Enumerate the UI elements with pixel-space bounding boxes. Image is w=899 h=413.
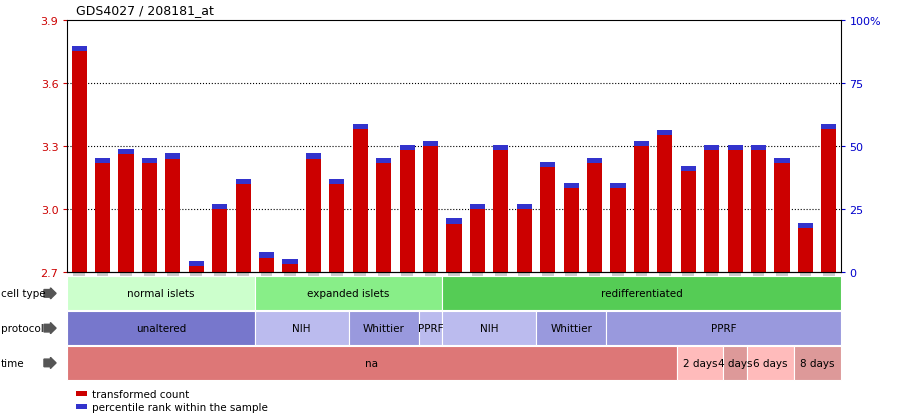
Bar [681,172,696,273]
Bar [704,145,719,151]
Bar [189,261,204,266]
Bar [306,159,321,273]
Bar [376,158,391,164]
Bar [494,145,509,151]
Bar [634,147,649,273]
Bar [517,210,532,273]
Bar [681,166,696,172]
Bar [610,183,626,189]
Bar [704,151,719,273]
Text: NIH: NIH [292,323,311,333]
Text: protocol: protocol [1,323,44,333]
Bar [610,189,626,273]
Bar [212,210,227,273]
Bar [727,151,743,273]
Bar [352,125,368,130]
Bar [423,147,438,273]
Bar [774,158,789,164]
FancyArrow shape [44,358,56,368]
Bar [282,259,298,264]
Bar [470,204,485,210]
Text: GDS4027 / 208181_at: GDS4027 / 208181_at [76,4,214,17]
Text: Whittier: Whittier [363,323,405,333]
Bar [751,151,766,273]
Text: Whittier: Whittier [550,323,592,333]
Text: cell type: cell type [1,289,46,299]
Bar [329,184,344,273]
Bar [399,145,414,151]
Bar [236,179,251,184]
Bar [540,168,556,273]
Bar [587,164,602,273]
Bar [376,164,391,273]
Text: 4 days: 4 days [718,358,752,368]
Bar [119,150,134,155]
Bar [165,159,181,273]
Bar [822,125,836,130]
Bar [282,264,298,273]
Bar [564,189,579,273]
Text: expanded islets: expanded islets [307,289,390,299]
Bar [587,158,602,164]
Text: PPRF: PPRF [418,323,443,333]
Text: PPRF: PPRF [711,323,736,333]
Bar [517,204,532,210]
Bar [447,218,461,224]
Text: 6 days: 6 days [753,358,788,368]
Text: time: time [1,358,24,368]
Bar [423,141,438,147]
Bar [236,184,251,273]
Bar [822,130,836,273]
Text: na: na [366,358,378,368]
Bar [259,253,274,258]
Bar [212,204,227,210]
Bar [142,164,157,273]
Bar [564,183,579,189]
FancyArrow shape [44,323,56,334]
Bar [306,154,321,159]
Bar [189,266,204,273]
Bar [352,130,368,273]
Bar [657,136,672,273]
Bar [259,258,274,273]
Bar [142,158,157,164]
Text: NIH: NIH [480,323,498,333]
Bar [72,52,86,273]
Bar [399,151,414,273]
Bar [774,164,789,273]
Text: normal islets: normal islets [128,289,195,299]
FancyArrow shape [44,288,56,299]
Bar [470,210,485,273]
Bar [329,179,344,184]
Text: percentile rank within the sample: percentile rank within the sample [92,402,268,412]
Text: unaltered: unaltered [136,323,186,333]
Bar [95,164,111,273]
Bar [119,155,134,273]
Bar [72,47,86,52]
Text: 8 days: 8 days [800,358,834,368]
Text: 2 days: 2 days [682,358,717,368]
Bar [634,141,649,147]
Bar [751,145,766,151]
Bar [95,158,111,164]
Bar [797,228,813,273]
Bar [494,151,509,273]
Bar [447,224,461,273]
Bar [657,131,672,136]
Bar [727,145,743,151]
Text: transformed count: transformed count [92,389,189,399]
Bar [540,162,556,168]
Bar [165,154,181,159]
Bar [797,223,813,228]
Text: redifferentiated: redifferentiated [601,289,682,299]
